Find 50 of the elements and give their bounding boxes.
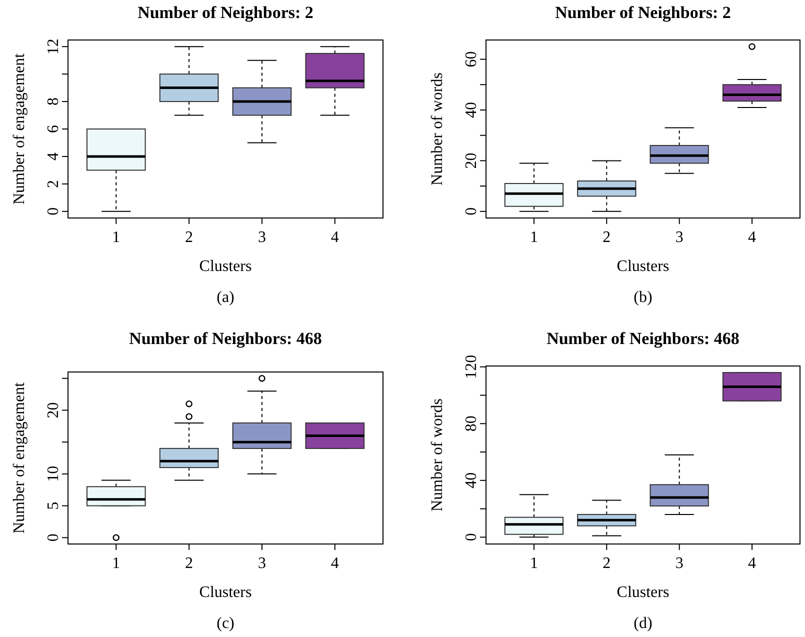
chart-title: Number of Neighbors: 468: [546, 329, 740, 348]
y-tick-label: 0: [45, 207, 62, 216]
x-tick-label: 2: [602, 229, 611, 246]
y-tick-label: 0: [463, 533, 480, 542]
x-tick-label: 4: [748, 555, 756, 572]
x-tick-label: 3: [258, 555, 266, 572]
x-tick-label: 2: [602, 555, 611, 572]
y-tick-label: 12: [45, 38, 62, 55]
y-tick-label: 6: [45, 125, 62, 133]
y-tick-label: 60: [463, 51, 480, 68]
x-tick-label: 3: [675, 555, 684, 572]
x-tick-label: 3: [258, 229, 266, 246]
text: (b): [634, 289, 652, 306]
x-axis-title: Clusters: [199, 584, 252, 601]
x-tick-label: 1: [112, 229, 120, 246]
x-tick-label: 4: [330, 229, 339, 246]
chart-title: Number of Neighbors: 2: [138, 3, 314, 22]
x-tick-label: 4: [330, 555, 339, 572]
y-tick-label: 8: [45, 98, 62, 106]
x-tick-label: 4: [748, 229, 756, 246]
x-axis-title: Clusters: [616, 584, 670, 601]
x-tick-label: 2: [185, 555, 194, 572]
y-axis-title: Number of words: [429, 72, 446, 186]
y-tick-label: 0: [463, 207, 480, 216]
y-tick-label: 40: [463, 102, 480, 118]
y-axis-title: Number of engagement: [11, 382, 28, 534]
y-tick-label: 80: [463, 416, 480, 432]
y-tick-label: 20: [45, 402, 62, 418]
y-tick-label: 20: [463, 152, 480, 169]
y-tick-label: 0: [45, 534, 62, 542]
y-tick-label: 120: [463, 354, 480, 379]
x-tick-label: 1: [112, 555, 120, 572]
chart-title: Number of Neighbors: 2: [555, 3, 731, 22]
x-tick-label: 1: [530, 229, 538, 246]
x-tick-label: 3: [675, 229, 684, 246]
y-tick-label: 5: [45, 502, 62, 510]
x-tick-label: 2: [185, 229, 194, 246]
y-tick-label: 40: [463, 472, 480, 488]
x-axis-title: Clusters: [199, 258, 252, 275]
y-axis-title: Number of engagement: [11, 52, 28, 205]
text: (d): [634, 615, 652, 632]
chart-title: Number of Neighbors: 468: [129, 329, 322, 348]
x-axis-title: Clusters: [616, 258, 670, 275]
text: (a): [216, 289, 234, 306]
text: (c): [216, 615, 234, 632]
y-tick-label: 10: [45, 466, 62, 482]
y-tick-label: 2: [45, 180, 62, 188]
y-axis-title: Number of words: [429, 398, 446, 512]
y-tick-label: 4: [45, 152, 62, 160]
x-tick-label: 1: [530, 555, 538, 572]
